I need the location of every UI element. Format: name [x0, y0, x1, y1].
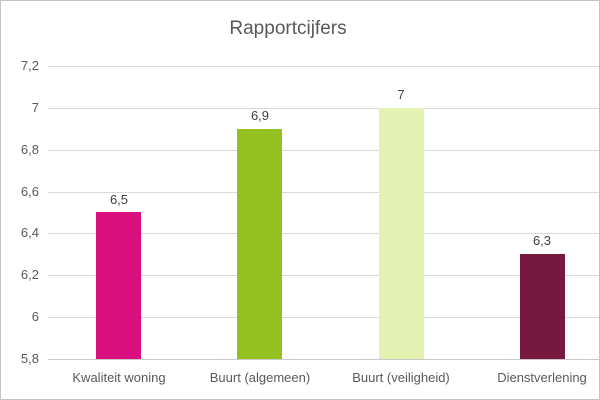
value-label: 7 [397, 87, 405, 102]
gridline [48, 108, 599, 109]
x-category-label: Kwaliteit woning [72, 370, 166, 385]
y-tick-label: 6,4 [20, 225, 39, 240]
gridline [48, 66, 599, 67]
gridline [48, 150, 599, 151]
x-category-label: Buurt (algemeen) [209, 370, 311, 385]
y-tick-label: 7,2 [20, 58, 39, 73]
gridline [48, 192, 599, 193]
y-tick-label: 6 [31, 309, 39, 324]
x-category-label: Dienstverlening [497, 370, 587, 385]
bar-3 [379, 108, 424, 359]
x-category-label: Buurt (veiligheid) [352, 370, 450, 385]
y-tick-label: 6,2 [20, 267, 39, 282]
bar-1 [96, 212, 141, 359]
gridline [48, 275, 599, 276]
x-axis-line [48, 359, 599, 360]
value-label: 6,3 [532, 233, 552, 248]
y-tick-label: 6,6 [20, 184, 39, 199]
y-tick-label: 5,8 [20, 351, 39, 366]
plot-area: 6,5 6,9 7 6,3 [48, 66, 599, 360]
bar-2 [237, 129, 282, 359]
gridline [48, 233, 599, 234]
gridline [48, 317, 599, 318]
value-label: 6,9 [250, 108, 270, 123]
y-tick-label: 6,8 [20, 142, 39, 157]
bar-4 [520, 254, 565, 359]
y-tick-label: 7 [31, 100, 39, 115]
value-label: 6,5 [109, 192, 129, 207]
chart-title: Rapportcijfers [229, 18, 347, 39]
